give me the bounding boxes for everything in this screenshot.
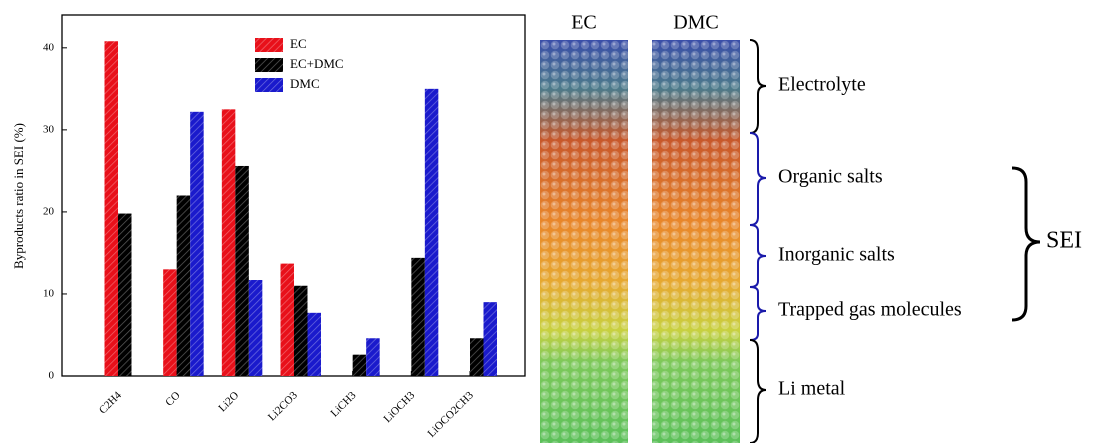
ec-texture xyxy=(540,40,628,443)
legend-swatch xyxy=(255,58,283,72)
region-label: Trapped gas molecules xyxy=(778,299,962,321)
x-tick-label: LiCH3 xyxy=(328,389,358,419)
bar xyxy=(352,354,367,376)
bar xyxy=(248,280,263,376)
bar xyxy=(307,312,321,376)
legend-label: EC xyxy=(290,36,307,51)
sei-brace xyxy=(1011,166,1041,322)
right-panel: EC DMC Electrolyte Organic salts Inorgan… xyxy=(540,12,1082,443)
x-tick-label: LiOCO2CH3 xyxy=(426,389,477,440)
legend-label: EC+DMC xyxy=(290,56,344,71)
y-tick-label: 40 xyxy=(43,41,55,53)
bar xyxy=(235,165,249,376)
bar xyxy=(104,41,118,376)
region-label: Electrolyte xyxy=(778,74,866,96)
bar xyxy=(294,285,308,376)
legend-swatch xyxy=(255,78,283,92)
y-tick-label: 0 xyxy=(49,370,55,382)
bar xyxy=(411,257,425,376)
bar xyxy=(221,109,236,377)
brace xyxy=(749,339,767,443)
y-tick-label: 10 xyxy=(43,287,55,299)
bar xyxy=(118,213,132,376)
bar xyxy=(176,195,191,376)
bar xyxy=(280,263,294,376)
bar xyxy=(483,302,497,376)
brace xyxy=(749,39,767,134)
x-tick-label: C2H4 xyxy=(97,389,124,416)
column-label: EC xyxy=(571,12,597,34)
legend-swatch xyxy=(255,38,283,52)
legend-label: DMC xyxy=(290,76,320,91)
brace xyxy=(749,224,767,288)
bar xyxy=(190,111,204,377)
region-label: Organic salts xyxy=(778,166,883,188)
y-tick-label: 20 xyxy=(43,205,55,217)
region-label: Li metal xyxy=(778,378,846,400)
region-label: Inorganic salts xyxy=(778,244,895,266)
x-tick-label: LiOCH3 xyxy=(382,389,418,425)
brace xyxy=(749,286,767,341)
brace xyxy=(749,132,767,226)
dmc-texture xyxy=(652,40,740,443)
x-tick-label: Li2CO3 xyxy=(266,389,300,423)
bar xyxy=(366,338,380,376)
x-tick-label: Li2O xyxy=(216,389,241,414)
y-axis-label: Byproducts ratio in SEI (%) xyxy=(11,123,26,269)
group-label: SEI xyxy=(1046,228,1082,254)
y-tick-label: 30 xyxy=(43,123,55,135)
x-tick-label: CO xyxy=(163,389,182,408)
bar xyxy=(163,269,177,376)
bar xyxy=(470,338,484,376)
bar xyxy=(424,88,439,376)
column-label: DMC xyxy=(673,12,719,34)
